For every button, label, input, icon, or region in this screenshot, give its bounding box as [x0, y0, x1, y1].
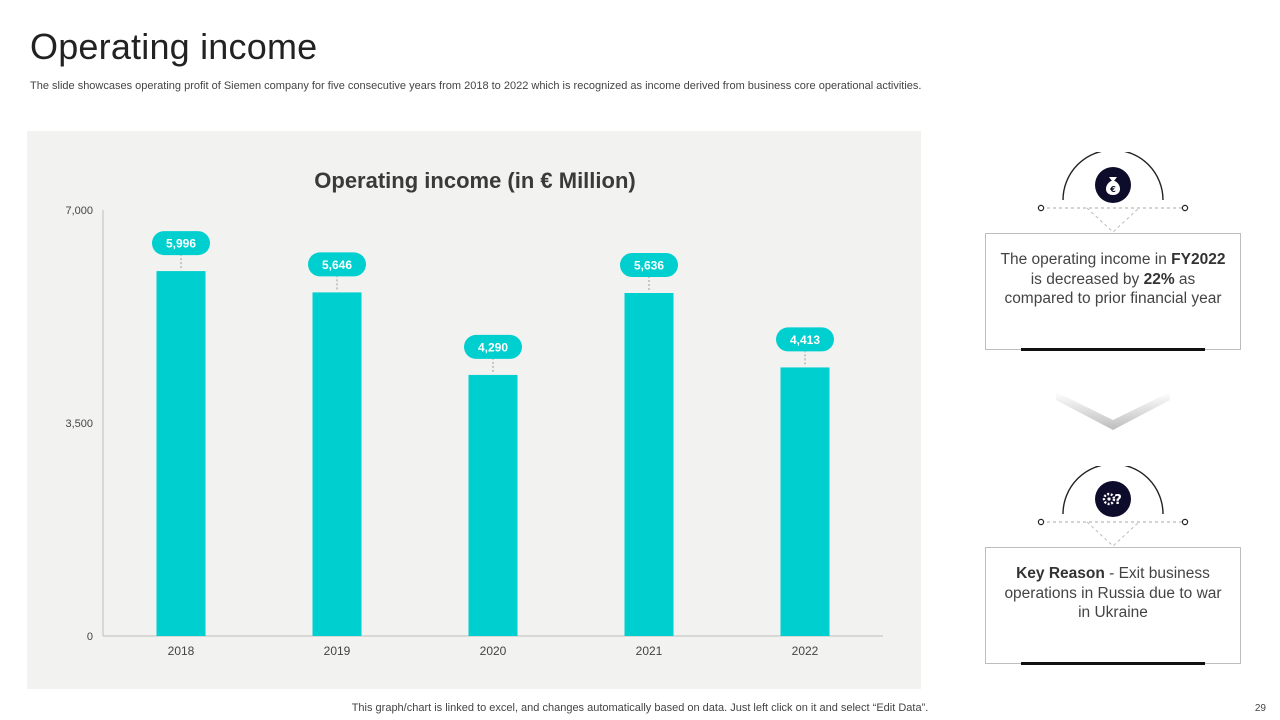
svg-text:€: € — [1109, 185, 1116, 194]
page-subtitle: The slide showcases operating profit of … — [30, 80, 922, 92]
card-2-connector: ? — [1037, 466, 1189, 546]
card-accent-line — [1021, 348, 1205, 351]
x-tick-label: 2020 — [480, 644, 507, 658]
bar-2018 — [156, 271, 206, 636]
money-bag-icon: € — [1095, 167, 1131, 203]
data-label-pill — [464, 334, 522, 359]
chart-panel[interactable]: Operating income (in € Million) 0 3,500 7,0… — [27, 131, 921, 689]
card-text-part: - Exit business operations in Russia due… — [1004, 565, 1222, 621]
card-text-bold: FY2022 — [1171, 251, 1226, 268]
data-label: 4,290 — [478, 340, 508, 354]
y-tick-label: 3,500 — [65, 418, 93, 430]
card-1-connector: € — [1037, 152, 1189, 232]
x-tick-label: 2021 — [636, 644, 663, 658]
bar-2021 — [624, 293, 674, 636]
data-label: 5,646 — [322, 258, 352, 272]
y-tick-label: 7,000 — [65, 205, 93, 217]
card-text-bold: Key Reason — [1016, 565, 1105, 582]
chevron-down-icon — [1056, 392, 1170, 430]
x-tick-label: 2018 — [168, 644, 195, 658]
data-label: 4,413 — [790, 333, 820, 347]
chart-title: Operating income (in € Million) — [314, 168, 635, 193]
bar-2022 — [780, 367, 830, 636]
svg-text:?: ? — [1114, 493, 1122, 508]
question-gear-icon: ? — [1095, 481, 1131, 517]
bar-2019 — [312, 292, 362, 636]
bar-chart[interactable]: Operating income (in € Million) 0 3,500 7,0… — [27, 131, 921, 689]
card-text-bold: 22% — [1143, 270, 1175, 288]
footer-note: This graph/chart is linked to excel, and… — [351, 702, 929, 714]
card-accent-line — [1021, 662, 1205, 665]
card-text-part: as compared to prior financial year — [1004, 270, 1222, 308]
key-reason-card: Key Reason - Exit business operations in… — [985, 547, 1241, 665]
data-label-pill — [152, 231, 210, 256]
insight-card-fy2022: The operating income in FY2022 is decrea… — [985, 233, 1241, 351]
x-tick-label: 2022 — [792, 644, 819, 658]
insight-card-text: The operating income in FY2022 is decrea… — [998, 250, 1228, 309]
card-text-part: is decreased by — [1030, 270, 1144, 288]
data-label-pill — [620, 253, 678, 278]
y-tick-label: 0 — [87, 631, 93, 643]
data-label-pill — [776, 327, 834, 352]
bar-2020 — [468, 374, 518, 636]
key-reason-text: Key Reason - Exit business operations in… — [998, 564, 1228, 623]
x-tick-label: 2019 — [324, 644, 351, 658]
data-label: 5,636 — [634, 259, 664, 273]
card-text-part: The operating income in — [1000, 251, 1172, 268]
page-title: Operating income — [30, 26, 318, 67]
page-number: 29 — [1254, 703, 1266, 714]
data-label: 5,996 — [166, 237, 196, 251]
data-label-pill — [308, 252, 366, 277]
